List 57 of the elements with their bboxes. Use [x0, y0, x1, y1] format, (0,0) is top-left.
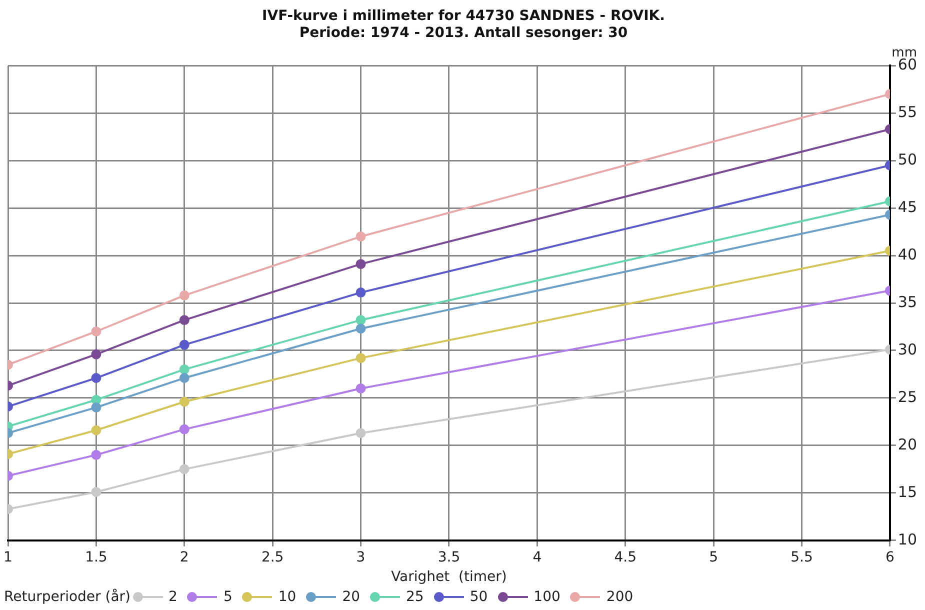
x-tick-label: 2 [180, 549, 189, 566]
y-tick-label: 30 [898, 340, 918, 358]
point [179, 396, 190, 407]
x-tick-label: 5.5 [790, 549, 813, 566]
y-tick-label: 45 [898, 198, 918, 216]
y-tick-label: 60 [898, 55, 918, 74]
x-tick-label: 6 [885, 549, 894, 566]
point [356, 259, 366, 270]
legend-label: 20 [342, 589, 360, 605]
legend-label: 25 [406, 589, 424, 605]
legend-label: 2 [168, 589, 178, 605]
point [179, 364, 190, 374]
point [356, 428, 366, 438]
point [179, 315, 190, 326]
chart-title: IVF-kurve i millimeter for 44730 SANDNES - ROVIK. [262, 8, 665, 24]
x-tick-label: 2.5 [261, 549, 284, 566]
legend-label: 5 [223, 589, 232, 605]
x-tick-label: 3.5 [438, 549, 460, 566]
point [179, 373, 190, 384]
point [91, 373, 102, 384]
y-tick-label: 20 [898, 435, 918, 454]
point [179, 340, 190, 350]
y-tick-label: 40 [898, 245, 918, 264]
x-tick-label: 4 [532, 549, 542, 566]
point [356, 232, 366, 242]
x-tick-label: 5 [709, 549, 718, 566]
x-tick-label: 3 [356, 549, 366, 566]
legend-label: 10 [278, 589, 296, 605]
legend-label: 200 [606, 589, 634, 605]
point [356, 353, 366, 364]
point [356, 324, 366, 334]
y-tick-label: 25 [898, 388, 918, 406]
legend-title: Returperioder (år) [4, 589, 131, 605]
point [356, 383, 366, 394]
point [179, 464, 190, 474]
y-tick-label: 50 [898, 150, 918, 168]
legend-label: 100 [534, 589, 560, 605]
chart-subtitle: Periode: 1974 - 2013. Antall sesonger: 30 [299, 24, 628, 41]
x-tick-label: 1 [4, 549, 12, 566]
x-axis-title: Varighet (timer) [391, 569, 507, 586]
point [91, 450, 102, 460]
point [91, 349, 102, 360]
point [179, 424, 190, 434]
point [356, 315, 366, 326]
point [91, 326, 102, 336]
x-tick-label: 1.5 [85, 549, 108, 566]
point [356, 288, 366, 298]
point [91, 402, 102, 412]
y-tick-label: 35 [898, 292, 918, 311]
point [91, 425, 102, 436]
legend-label: 50 [470, 589, 488, 605]
y-tick-label: 15 [898, 482, 918, 501]
point [91, 486, 102, 497]
x-tick-label: 4.5 [614, 549, 636, 566]
y-tick-label: 10 [898, 530, 918, 548]
y-tick-label: 55 [898, 102, 918, 121]
point [179, 290, 190, 300]
